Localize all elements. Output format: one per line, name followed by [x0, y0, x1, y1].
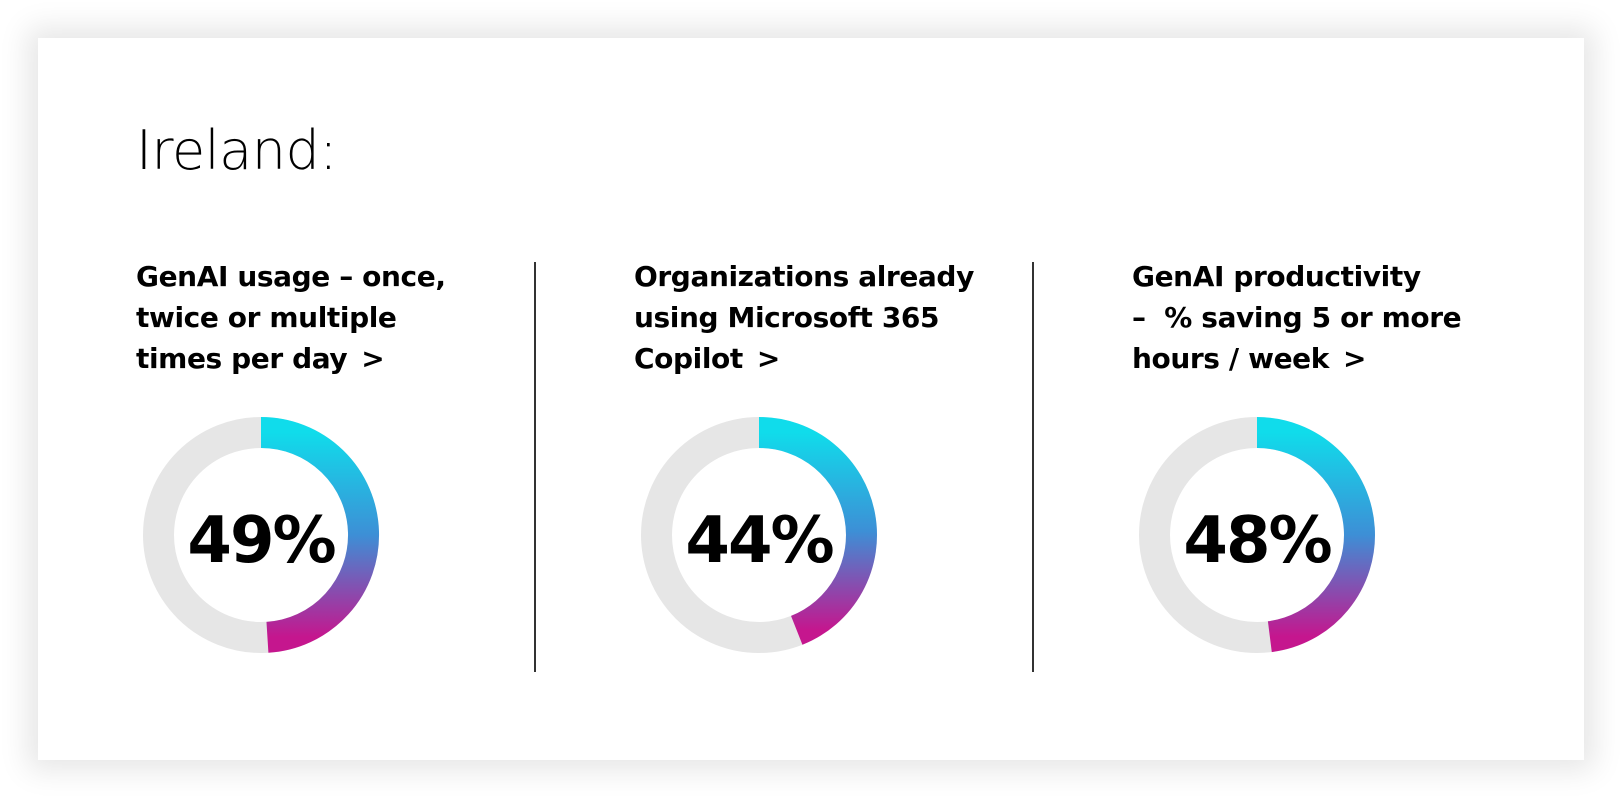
stat-genai-usage: GenAI usage – once, twice or multiple ti…	[136, 256, 536, 726]
column-divider	[1032, 262, 1034, 672]
stat-title-line: twice or multiple	[136, 301, 397, 334]
stat-title-text: times per day	[136, 342, 348, 375]
stat-title-line: Copilot >	[634, 338, 1034, 379]
stat-title-line: using Microsoft 365	[634, 301, 940, 334]
stat-title-line: GenAI productivity	[1132, 260, 1421, 293]
donut-value-label: 49%	[187, 504, 335, 578]
column-divider	[534, 262, 536, 672]
donut-value-arc	[1256, 417, 1375, 653]
donut-chart: 49%	[143, 417, 379, 653]
donut-chart: 48%	[1139, 417, 1375, 653]
donut-value-label: 44%	[685, 504, 833, 578]
chevron-right-icon: >	[361, 342, 385, 375]
stat-title-line: Organizations already	[634, 260, 974, 293]
donut-value-label: 48%	[1183, 504, 1331, 578]
donut-value-arc	[260, 417, 379, 653]
region-title: Ireland:	[136, 119, 337, 182]
stat-copilot-adoption: Organizations already using Microsoft 36…	[634, 256, 1034, 726]
stat-title-text: Copilot	[634, 342, 743, 375]
stat-title-link[interactable]: Organizations already using Microsoft 36…	[634, 256, 1034, 379]
stat-title-link[interactable]: GenAI usage – once, twice or multiple ti…	[136, 256, 536, 379]
stat-title-link[interactable]: GenAI productivity – % saving 5 or more …	[1132, 256, 1532, 379]
donut-chart: 44%	[641, 417, 877, 653]
chevron-right-icon: >	[756, 342, 780, 375]
stat-title-line: times per day >	[136, 338, 536, 379]
stat-title-line: GenAI usage – once,	[136, 260, 446, 293]
donut-value-arc	[758, 417, 877, 645]
stat-genai-productivity: GenAI productivity – % saving 5 or more …	[1132, 256, 1532, 726]
stat-title-line: hours / week >	[1132, 338, 1532, 379]
stat-title-text: hours / week	[1132, 342, 1329, 375]
stat-title-line: – % saving 5 or more	[1132, 301, 1462, 334]
chevron-right-icon: >	[1342, 342, 1367, 375]
stats-card: Ireland: GenAI usage – once, twice or mu…	[38, 38, 1584, 760]
